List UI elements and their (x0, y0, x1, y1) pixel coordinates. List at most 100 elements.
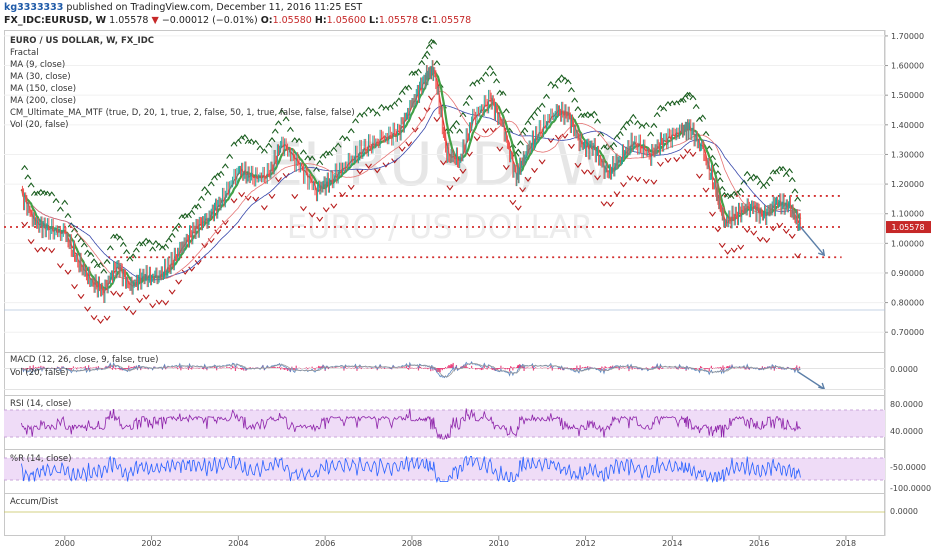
symbol-label[interactable]: FX_IDC:EURUSD, W (4, 15, 107, 26)
fractal-down-icon (496, 146, 504, 152)
fractal-up-icon (577, 112, 585, 119)
fractal-down-icon (702, 187, 710, 193)
fractal-up-icon (282, 116, 290, 122)
price-tick-label: 1.60000 (891, 62, 924, 71)
fractal-up-icon (737, 187, 745, 194)
last-price-tag: 1.05578 (886, 221, 931, 234)
fractal-up-icon (52, 197, 60, 204)
accum-label: Accum/Dist (10, 497, 59, 507)
fractal-up-icon (226, 153, 234, 159)
fractal-down-icon (600, 201, 608, 207)
fractal-up-icon (590, 110, 598, 116)
fractal-down-icon (581, 169, 588, 175)
fractal-up-icon (692, 103, 700, 110)
fractal-up-icon (428, 38, 435, 44)
fractal-down-icon (181, 269, 189, 275)
fractal-up-icon (286, 126, 294, 132)
legend-item-vol: Vol (20, false) (10, 120, 69, 130)
fractal-up-icon (198, 195, 205, 201)
fractal-down-icon (97, 318, 105, 324)
fractal-down-icon (554, 134, 562, 140)
fractal-up-icon (524, 119, 532, 126)
rsi-band (4, 410, 885, 437)
fractal-down-icon (405, 141, 413, 147)
fractal-down-icon (103, 315, 111, 321)
fractal-up-icon (238, 135, 246, 141)
change-value: −0.00012 (−0.01%) (161, 15, 258, 26)
fractal-up-icon (27, 182, 35, 188)
fractal-up-icon (718, 185, 726, 192)
fractal-up-icon (415, 68, 422, 74)
fractal-up-icon (158, 245, 166, 251)
fractal-up-icon (330, 146, 338, 152)
fractal-down-icon (587, 169, 595, 176)
time-tick-label: 2016 (749, 539, 769, 548)
time-tick-label: 2004 (228, 539, 248, 548)
fractal-up-icon (486, 65, 494, 71)
fractal-down-icon (709, 211, 716, 217)
username-link[interactable]: kg3333333 (4, 2, 64, 13)
horizontal-levels (4, 195, 842, 259)
fractal-up-icon (489, 70, 497, 77)
fractal-up-icon (702, 130, 710, 137)
fractal-up-icon (794, 196, 802, 202)
fractal-up-icon (616, 130, 624, 136)
price-axis: 1.70000 1.60000 1.50000 1.40000 1.30000 1.200… (885, 32, 924, 337)
fractal-up-icon (740, 179, 748, 185)
legend-item-cm-ultimate: CM_Ultimate_MA_MTF (true, D, 20, 1, true… (10, 108, 355, 118)
price-tick-label: 1.30000 (891, 150, 924, 159)
accum-axis-0: 0.0000 (890, 507, 918, 516)
price-candles (21, 60, 801, 304)
fractal-up-icon (452, 119, 460, 126)
rsi-axis-40: 40.0000 (890, 427, 923, 436)
fractal-up-icon (600, 144, 608, 150)
fractal-up-icon (145, 239, 153, 245)
macd-label: MACD (12, 26, close, 9, false, true) (10, 355, 158, 365)
time-tick-label: 2012 (575, 539, 595, 548)
fractal-up-icon (221, 163, 229, 169)
low-label: L: (368, 15, 379, 26)
time-axis[interactable]: 2000 2002 2004 2006 2008 2010 2012 2014 2016 2018 (55, 536, 857, 548)
fractal-down-icon (514, 205, 522, 211)
fractal-down-icon (71, 284, 78, 290)
fractal-up-icon (256, 145, 264, 151)
fractal-up-icon (677, 97, 685, 104)
fractal-down-icon (347, 184, 355, 191)
fractal-down-icon (201, 242, 209, 249)
fractal-up-icon (204, 190, 212, 196)
fractal-up-icon (642, 121, 650, 128)
fractal-up-icon (313, 166, 320, 172)
macd-signal-line (21, 363, 801, 378)
fractal-up-icon (684, 91, 691, 97)
fractal-up-icon (352, 118, 359, 124)
fractal-down-icon (230, 198, 238, 204)
fractal-up-icon (64, 212, 72, 219)
fractal-up-icon (769, 169, 777, 175)
fractal-up-icon (568, 87, 575, 93)
fractal-down-icon (446, 185, 454, 191)
time-tick-label: 2008 (402, 539, 422, 548)
fractal-down-icon (116, 292, 124, 298)
fractal-down-icon (714, 227, 722, 233)
projection-arrow-head-icon (818, 249, 826, 257)
wr-band (4, 458, 885, 480)
fractal-down-icon (268, 193, 276, 200)
fractal-up-icon (80, 242, 88, 248)
fractal-down-icon (64, 269, 72, 275)
fractal-up-icon (343, 136, 351, 142)
fractal-up-icon (473, 79, 481, 85)
fractal-up-icon (378, 103, 386, 110)
fractal-down-icon (466, 151, 473, 157)
fractal-up-icon (763, 181, 771, 187)
legend-item-fractal: Fractal (10, 48, 39, 58)
legend-item-ma30: MA (30, close) (10, 72, 71, 82)
fractal-up-icon (686, 91, 694, 97)
fractal-up-icon (534, 106, 542, 112)
projection-arrow-line (799, 226, 825, 256)
fractal-up-icon (521, 127, 529, 133)
fractal-up-icon (727, 193, 735, 200)
fractal-down-icon (664, 157, 672, 164)
fractal-down-icon (316, 216, 324, 222)
fractal-up-icon (347, 127, 355, 134)
